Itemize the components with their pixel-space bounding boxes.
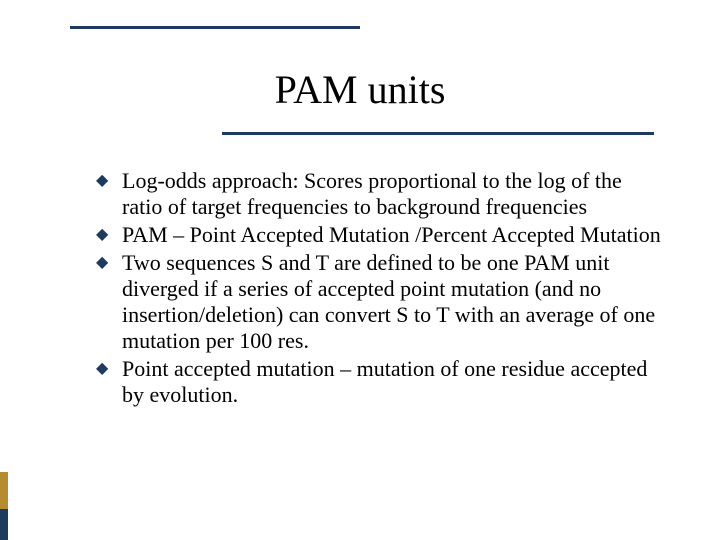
- title-underline: [222, 132, 654, 135]
- bullet-text: Point accepted mutation – mutation of on…: [122, 356, 662, 408]
- bullet-text: Log-odds approach: Scores proportional t…: [122, 168, 662, 220]
- bullet-item: ◆Two sequences S and T are defined to be…: [96, 250, 662, 354]
- bullet-marker-icon: ◆: [96, 250, 122, 276]
- bullet-marker-icon: ◆: [96, 168, 122, 194]
- bullet-item: ◆Point accepted mutation – mutation of o…: [96, 356, 662, 408]
- bullet-marker-icon: ◆: [96, 356, 122, 382]
- accent-bar-gold: [0, 472, 8, 509]
- slide: PAM units ◆Log-odds approach: Scores pro…: [0, 0, 720, 540]
- bullet-text: PAM – Point Accepted Mutation /Percent A…: [122, 222, 662, 248]
- title-container: PAM units: [0, 66, 720, 113]
- bullet-marker-icon: ◆: [96, 222, 122, 248]
- slide-title: PAM units: [0, 66, 720, 113]
- bullet-item: ◆Log-odds approach: Scores proportional …: [96, 168, 662, 220]
- bullet-text: Two sequences S and T are defined to be …: [122, 250, 662, 354]
- bullet-list: ◆Log-odds approach: Scores proportional …: [96, 168, 662, 410]
- top-rule: [70, 26, 360, 29]
- accent-bar-navy: [0, 509, 8, 540]
- bullet-item: ◆PAM – Point Accepted Mutation /Percent …: [96, 222, 662, 248]
